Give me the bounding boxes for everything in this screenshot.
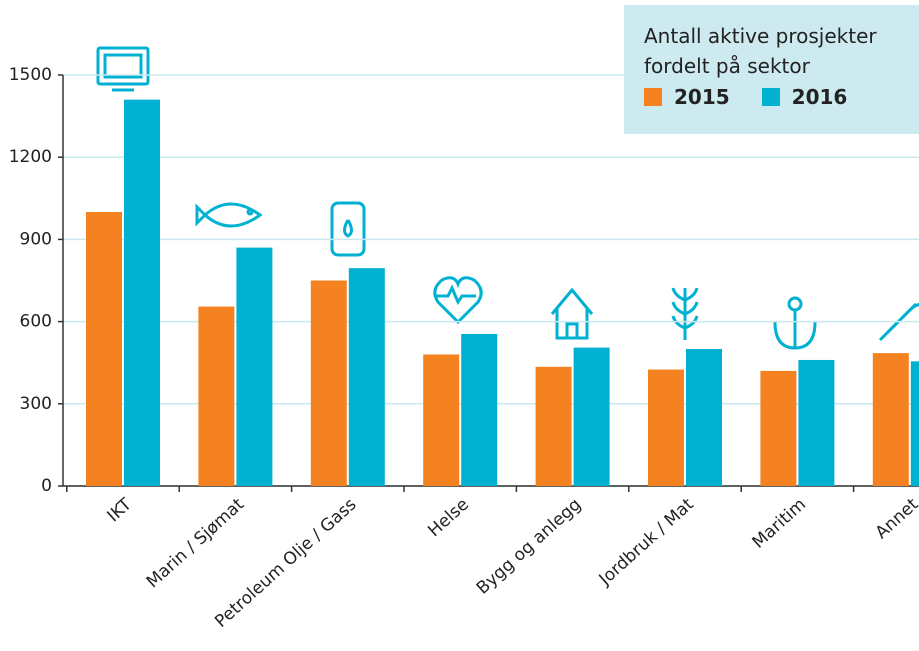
bars	[86, 99, 919, 486]
legend-label: 2016	[791, 85, 848, 109]
x-tick-label: Helse	[424, 495, 473, 542]
y-tick-label: 600	[20, 312, 52, 332]
x-tick-label: Marin / Sjømat	[143, 494, 249, 592]
legend-item: 2015	[644, 85, 730, 109]
y-tick-label: 1200	[9, 147, 52, 167]
bar	[760, 370, 797, 486]
bar	[348, 268, 385, 486]
bar	[310, 280, 347, 486]
x-tick-label: Jordbruk / Mat	[595, 494, 698, 590]
legend: Antall aktive prosjekter fordelt på sekt…	[624, 5, 919, 134]
bar	[686, 349, 722, 486]
legend-row: 2015 2016	[644, 85, 919, 109]
bar	[648, 369, 684, 486]
chart-title: Antall aktive prosjekter fordelt på sekt…	[644, 24, 877, 78]
y-tick-label: 1500	[9, 65, 52, 85]
bar	[198, 306, 235, 486]
y-tick-label: 300	[20, 394, 52, 414]
icons	[96, 46, 919, 350]
bar	[236, 247, 273, 486]
bar	[910, 361, 919, 486]
bar	[798, 359, 835, 486]
bar	[124, 99, 160, 486]
x-tick-label: Maritim	[749, 495, 811, 553]
y-tick-label: 0	[41, 476, 52, 496]
bar	[423, 354, 460, 486]
legend-item: 2016	[761, 85, 848, 109]
bar	[86, 212, 122, 486]
legend-swatch	[644, 88, 662, 106]
x-tick-label: IKT	[104, 494, 137, 526]
x-tick-label: Annet	[872, 494, 919, 543]
bar	[535, 366, 572, 486]
y-tick-label: 900	[20, 229, 52, 249]
bar	[573, 347, 610, 486]
bar	[461, 333, 498, 486]
legend-swatch	[761, 88, 780, 106]
x-tick-label: Bygg og anlegg	[473, 495, 585, 599]
bar	[872, 353, 909, 486]
legend-label: 2015	[674, 85, 730, 109]
